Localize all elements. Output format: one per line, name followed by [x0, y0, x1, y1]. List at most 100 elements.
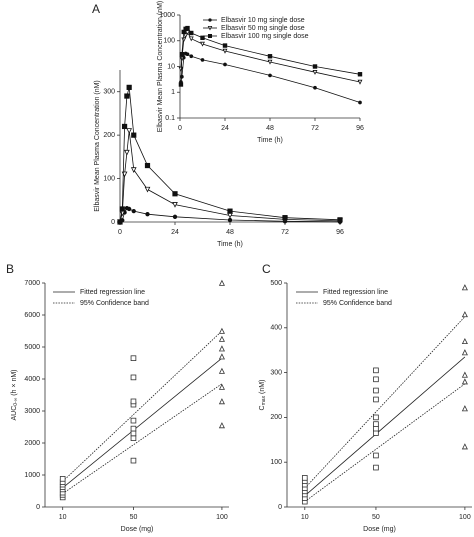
marker [189, 30, 194, 36]
marker [267, 54, 273, 59]
marker [200, 41, 205, 47]
y-label-main: C [259, 405, 266, 410]
panel-letter: C [262, 262, 271, 276]
series-line [119, 130, 341, 223]
marker [218, 353, 225, 360]
legend-label: Elbasvir 10 mg single dose [221, 17, 305, 24]
marker [130, 457, 137, 464]
y-tick-label: 0.1 [165, 115, 175, 122]
y-label-unit: (nM) [259, 380, 266, 396]
marker [189, 54, 194, 59]
marker [144, 186, 151, 193]
marker [181, 37, 187, 43]
marker [461, 443, 468, 450]
legend-label: Fitted regression line [80, 289, 145, 296]
x-tick-label: 0 [118, 229, 122, 236]
marker [313, 85, 317, 90]
marker [124, 149, 130, 156]
regression-line [304, 356, 466, 497]
x-tick-label: 24 [221, 125, 229, 132]
x-tick-label: 10 [59, 514, 67, 521]
marker [461, 337, 468, 345]
marker [373, 396, 379, 403]
marker [130, 398, 137, 405]
y-tick-label: 300 [270, 369, 282, 376]
y-tick-label: 4000 [24, 376, 40, 383]
series-line [119, 87, 341, 223]
marker [218, 327, 225, 334]
y-tick-label: 100 [103, 175, 115, 182]
x-axis-label: Dose (mg) [363, 526, 396, 533]
legend-marker [208, 18, 212, 22]
y-tick-label: 400 [270, 325, 282, 332]
marker [144, 162, 151, 169]
y-tick-label: 200 [103, 132, 115, 139]
y-tick-label: 300 [103, 89, 115, 96]
y-tick-label: 2000 [24, 440, 40, 447]
marker [227, 212, 233, 219]
marker [301, 475, 308, 481]
legend-marker [207, 25, 213, 31]
marker [461, 349, 468, 356]
x-tick-label: 72 [281, 229, 289, 236]
marker [130, 355, 137, 361]
x-tick-label: 48 [266, 125, 274, 132]
x-tick-label: 48 [226, 229, 234, 236]
marker [130, 435, 137, 441]
marker [126, 84, 132, 90]
marker [373, 421, 379, 427]
marker [130, 425, 137, 432]
x-tick-label: 96 [356, 125, 364, 132]
marker [130, 167, 137, 173]
x-tick-label: 96 [336, 229, 344, 236]
marker [222, 43, 228, 48]
y-label-unit: (h × nM) [11, 370, 18, 398]
marker [373, 376, 379, 383]
y-axis-label: Elbasvir Mean Plasma Concentration (nM) [94, 80, 101, 212]
y-tick-label: 100 [270, 459, 282, 466]
marker [373, 414, 379, 421]
marker [337, 217, 343, 223]
marker [461, 311, 468, 318]
marker [461, 371, 468, 378]
marker [461, 405, 468, 412]
marker [218, 422, 225, 429]
confidence-lower [304, 383, 466, 502]
marker [373, 387, 379, 394]
y-axis-label: Elbasvir Mean Plasma Concentration (nM) [157, 1, 164, 133]
marker [461, 284, 468, 291]
y-tick-label: 1 [171, 89, 175, 96]
marker [218, 398, 225, 405]
y-label-sub: 0-∞ [13, 397, 19, 405]
x-axis-label: Dose (mg) [121, 526, 154, 533]
panel-letter: B [6, 262, 14, 276]
confidence-lower [62, 383, 223, 494]
x-tick-label: 50 [372, 514, 380, 521]
x-tick-label: 50 [130, 514, 138, 521]
y-tick-label: 7000 [24, 280, 40, 287]
marker [121, 123, 128, 130]
marker [127, 206, 132, 212]
panel-letter: A [92, 2, 100, 16]
marker [218, 279, 225, 286]
marker [218, 335, 225, 342]
marker [200, 58, 205, 62]
regression-line [62, 357, 223, 489]
y-tick-label: 0 [111, 219, 115, 226]
marker [130, 374, 137, 381]
x-tick-label: 0 [178, 125, 182, 132]
y-label-main: AUC [11, 406, 18, 421]
y-tick-label: 6000 [24, 312, 40, 319]
marker [373, 452, 379, 459]
marker [227, 217, 233, 223]
marker [188, 36, 194, 42]
marker [358, 100, 362, 105]
y-tick-label: 10 [167, 63, 175, 70]
confidence-upper [62, 330, 223, 482]
y-label-sub: max [261, 395, 267, 405]
marker [218, 345, 225, 352]
marker [312, 64, 318, 69]
marker [373, 464, 379, 471]
marker [172, 191, 178, 197]
